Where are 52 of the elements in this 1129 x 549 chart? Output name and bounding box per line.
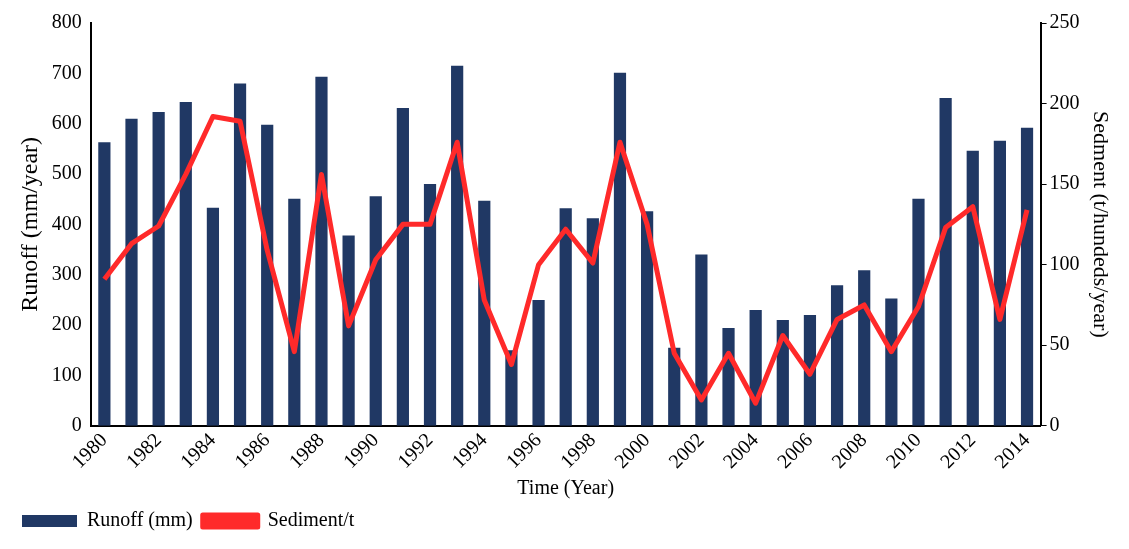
- bar: [532, 299, 545, 426]
- bar: [885, 298, 898, 426]
- bar: [369, 196, 382, 426]
- x-axis-title: Time (Year): [517, 476, 615, 500]
- bar: [966, 150, 979, 426]
- bar: [98, 142, 111, 426]
- bar: [261, 124, 274, 426]
- y2-tick-label: 50: [1049, 332, 1070, 355]
- y-tick-label: 0: [71, 413, 82, 435]
- y2-tick-label: 250: [1049, 10, 1080, 33]
- bar: [315, 76, 328, 426]
- bar: [396, 108, 409, 426]
- x-tick-label: 1982: [121, 428, 166, 473]
- bar: [993, 140, 1006, 426]
- y2-tick-label: 100: [1049, 251, 1080, 274]
- bar: [586, 218, 599, 426]
- y-tick-label: 500: [51, 161, 82, 184]
- y-tick-label: 200: [51, 312, 82, 335]
- bar: [342, 235, 355, 426]
- bar: [233, 83, 247, 426]
- bar: [912, 198, 925, 426]
- bar: [559, 208, 572, 426]
- bar: [695, 254, 708, 426]
- bar: [451, 65, 464, 426]
- y2-tick-label: 200: [1049, 90, 1080, 113]
- x-tick-label: 1988: [284, 428, 329, 473]
- bar: [858, 270, 871, 426]
- y-axis-title: Runoff (mm/year): [15, 136, 42, 312]
- bar: [206, 207, 220, 426]
- bar: [179, 102, 192, 426]
- y-tick-label: 800: [51, 10, 82, 33]
- x-tick-label: 1990: [338, 428, 383, 473]
- bar: [152, 112, 165, 426]
- legend-label: Runoff (mm): [87, 508, 193, 532]
- bar: [939, 98, 952, 426]
- y-tick-label: 100: [51, 362, 82, 385]
- legend-label: Sediment/t: [267, 508, 355, 531]
- bar: [613, 72, 627, 426]
- y2-axis-title: Sedment (t/hundeds/year): [1089, 111, 1115, 338]
- y2-tick-label: 0: [1049, 413, 1060, 435]
- bar: [830, 285, 844, 426]
- y-tick-label: 400: [51, 211, 82, 234]
- x-tick-label: 1992: [392, 428, 437, 473]
- y2-tick-label: 150: [1049, 171, 1080, 194]
- bar: [423, 184, 437, 426]
- bar: [722, 328, 735, 426]
- y-tick-label: 700: [51, 60, 82, 83]
- bar: [1020, 127, 1034, 426]
- y-tick-label: 300: [51, 261, 82, 284]
- bar: [125, 118, 138, 426]
- y-tick-label: 600: [51, 110, 82, 133]
- bar: [641, 211, 654, 426]
